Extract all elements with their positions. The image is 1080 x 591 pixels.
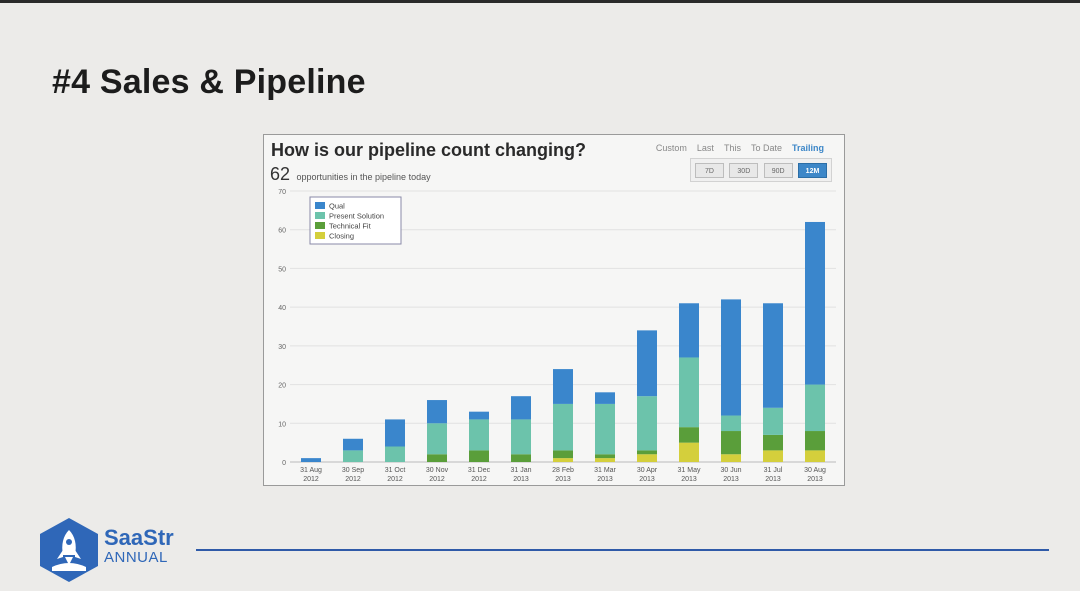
legend-label-technical-fit: Technical Fit	[329, 222, 372, 231]
bar-segment-technical-fit	[763, 434, 783, 451]
bar-segment-present-solution	[721, 415, 741, 432]
range-button-30d[interactable]: 30D	[729, 162, 759, 178]
pipeline-bar-chart: 0 10 20 30 40 50 60 70 31 Aug 2012 30 Sep 2012 31 Oc…	[278, 189, 836, 483]
bar-segment-technical-fit	[553, 450, 573, 459]
bar-segment-qual	[553, 369, 573, 404]
range-button-90d[interactable]: 90D	[763, 162, 793, 178]
range-buttons: 7D 30D 90D 12M	[690, 158, 832, 182]
y-tick-label: 50	[278, 266, 286, 273]
bar-segment-qual	[427, 400, 447, 424]
bar-segment-technical-fit	[721, 431, 741, 455]
period-tab-last[interactable]: Last	[696, 143, 714, 153]
legend-box	[309, 196, 402, 245]
pipeline-count-row: 62 opportunities in the pipeline today	[270, 164, 431, 185]
bar-segment-qual	[469, 411, 489, 420]
x-tick-label: 31 Aug 2012	[300, 467, 322, 483]
x-tick-label: 30 Jun 2013	[720, 467, 741, 483]
brand-subtitle: ANNUAL	[104, 549, 168, 566]
period-tab-this[interactable]: This	[723, 143, 741, 153]
bar-segment-qual	[679, 303, 699, 358]
legend-label-closing: Closing	[329, 232, 354, 241]
period-tabs: Custom Last This To Date Trailing	[656, 143, 824, 153]
legend-swatch-qual	[315, 202, 325, 209]
bar-segment-technical-fit	[511, 454, 531, 462]
legend-label-qual: Qual	[329, 202, 345, 211]
x-tick-label: 30 Apr 2013	[637, 467, 658, 483]
period-tab-trailing[interactable]: Trailing	[791, 143, 824, 153]
saastr-rocket-logo-icon	[40, 518, 98, 582]
pipeline-count: 62	[270, 164, 291, 184]
bar-segment-qual	[343, 438, 363, 451]
bar-segment-present-solution	[385, 446, 405, 462]
x-tick-label: 31 Mar 2013	[594, 467, 616, 483]
chart-panel: How is our pipeline count changing? 62 o…	[263, 134, 845, 486]
y-tick-label: 0	[282, 460, 286, 467]
bar-segment-present-solution	[343, 450, 363, 462]
bar-segment-technical-fit	[805, 431, 825, 451]
x-tick-label: 31 Oct 2012	[385, 467, 406, 483]
bar-segment-qual	[763, 303, 783, 408]
y-tick-label: 10	[278, 421, 286, 428]
panel-title: How is our pipeline count changing?	[271, 140, 586, 160]
bar-segment-present-solution	[427, 423, 447, 455]
period-tab-to-date[interactable]: To Date	[750, 143, 782, 153]
bar-segment-closing	[679, 442, 699, 462]
x-tick-label: 31 May 2013	[678, 467, 701, 483]
bar-segment-technical-fit	[679, 427, 699, 443]
bar-segment-present-solution	[805, 384, 825, 432]
pipeline-count-label: opportunities in the pipeline today	[296, 172, 431, 182]
bar-segment-closing	[805, 450, 825, 462]
x-tick-label: 31 Jan 2013	[510, 467, 531, 483]
bar-segment-qual	[511, 396, 531, 420]
bar-segment-qual	[637, 330, 657, 397]
bar-segment-closing	[595, 458, 615, 462]
legend-swatch-closing	[315, 232, 325, 239]
bar-segment-present-solution	[553, 403, 573, 451]
bar-segment-technical-fit	[427, 454, 447, 462]
bar-segment-present-solution	[763, 407, 783, 435]
bar-segment-closing	[721, 454, 741, 462]
bar-segment-qual	[301, 458, 321, 462]
x-tick-label: 31 Dec 2012	[468, 467, 491, 483]
range-button-7d[interactable]: 7D	[695, 162, 724, 178]
y-tick-label: 70	[278, 189, 286, 196]
bar-segment-closing	[553, 458, 573, 462]
bar-segment-present-solution	[595, 403, 615, 455]
bar-segment-technical-fit	[637, 450, 657, 455]
bar-segment-technical-fit	[469, 450, 489, 462]
period-tab-custom[interactable]: Custom	[655, 143, 687, 153]
bar-segment-closing	[637, 454, 657, 462]
bar-segment-present-solution	[679, 357, 699, 428]
x-tick-label: 31 Jul 2013	[764, 467, 783, 483]
x-tick-label: 28 Feb 2013	[552, 467, 574, 483]
bar-segment-qual	[595, 392, 615, 404]
legend-label-present-solution: Present Solution	[329, 212, 384, 221]
y-tick-label: 30	[278, 344, 286, 351]
footer-rule	[196, 549, 1049, 551]
bar-segment-present-solution	[637, 396, 657, 451]
legend-swatch-present-solution	[315, 212, 325, 219]
range-button-12m[interactable]: 12M	[797, 162, 827, 178]
y-tick-label: 20	[278, 383, 286, 390]
brand-name: SaaStr	[104, 525, 174, 550]
bar-segment-qual	[385, 419, 405, 447]
x-tick-label: 30 Sep 2012	[342, 467, 364, 483]
bar-segment-closing	[763, 450, 783, 462]
y-tick-label: 40	[278, 305, 286, 312]
legend-swatch-technical-fit	[315, 222, 325, 229]
x-tick-label: 30 Nov 2012	[426, 467, 449, 483]
bar-segment-qual	[721, 299, 741, 416]
x-tick-label: 30 Aug 2013	[804, 467, 826, 483]
bar-segment-present-solution	[511, 419, 531, 455]
bar-segment-qual	[805, 221, 825, 385]
brand-wordmark: SaaStr ANNUAL	[104, 527, 174, 567]
slide-title: #4 Sales & Pipeline	[52, 63, 366, 101]
y-tick-label: 60	[278, 228, 286, 235]
bar-segment-present-solution	[469, 419, 489, 451]
bar-segment-technical-fit	[595, 454, 615, 459]
